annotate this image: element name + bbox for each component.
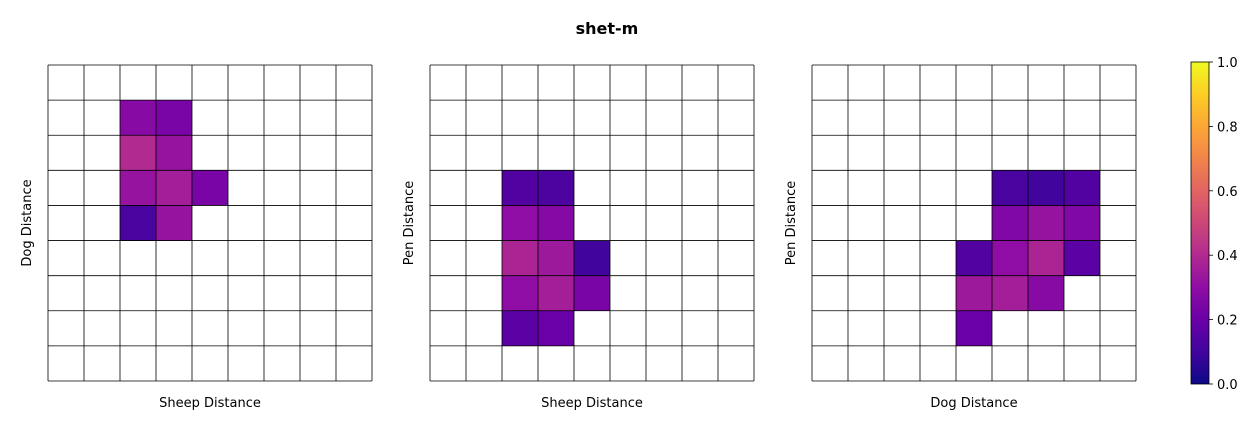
heatmap-cell: [956, 240, 992, 276]
heatmap-cell: [574, 240, 610, 276]
heatmap-cell: [992, 205, 1028, 241]
heatmap-cell: [1064, 240, 1100, 276]
heatmap-cell: [1064, 205, 1100, 241]
heatmap-cell: [992, 170, 1028, 206]
heatmap-cell: [120, 205, 156, 241]
heatmap-cell: [538, 275, 574, 311]
chart-title: shet-m: [576, 19, 639, 38]
colorbar-tick-label: 0.8: [1217, 120, 1238, 135]
heatmap-cell: [156, 170, 192, 206]
heatmap-cell: [956, 275, 992, 311]
panel-1-ylabel: Dog Distance: [20, 179, 35, 266]
heatmap-cell: [192, 170, 228, 206]
heatmap-cell: [1064, 170, 1100, 206]
panel-2-ylabel: Pen Distance: [402, 181, 417, 266]
heatmap-cell: [502, 205, 538, 241]
heatmap-cell: [574, 275, 610, 311]
panel-3-xlabel: Dog Distance: [930, 396, 1017, 411]
heatmap-cell: [1028, 205, 1064, 241]
colorbar-tick-label: 0.6: [1217, 185, 1238, 200]
heatmap-cell: [956, 310, 992, 346]
heatmap-cell: [120, 170, 156, 206]
heatmap-cell: [538, 205, 574, 241]
heatmap-cell: [156, 205, 192, 241]
heatmap-cell: [502, 275, 538, 311]
heatmap-cell: [156, 100, 192, 136]
colorbar-tick-label: 0.4: [1217, 249, 1238, 264]
heatmap-panel-3: [811, 64, 1137, 382]
panel-2-xlabel: Sheep Distance: [541, 396, 643, 411]
panel-1-xlabel: Sheep Distance: [159, 396, 261, 411]
heatmap-cell: [502, 170, 538, 206]
colorbar-tick-label: 0.0: [1217, 378, 1238, 393]
heatmap-cell: [502, 240, 538, 276]
heatmap-cell: [538, 170, 574, 206]
heatmap-cell: [1028, 275, 1064, 311]
heatmap-cell: [1028, 170, 1064, 206]
heatmap-cell: [992, 240, 1028, 276]
heatmap-cell: [156, 135, 192, 171]
colorbar-tick-label: 0.2: [1217, 314, 1238, 329]
heatmap-cell: [538, 310, 574, 346]
heatmap-panel-1: [47, 64, 373, 382]
heatmap-cell: [1028, 240, 1064, 276]
colorbar-tick-label: 1.0: [1217, 56, 1238, 71]
heatmap-panel-2: [429, 64, 755, 382]
heatmap-cell: [502, 310, 538, 346]
heatmap-cell: [992, 275, 1028, 311]
colorbar: 0.0 0.2 0.4 0.6 0.8 1.0: [1190, 56, 1238, 393]
heatmap-cell: [120, 100, 156, 136]
colorbar-gradient: [1190, 61, 1210, 385]
panel-3-ylabel: Pen Distance: [784, 181, 799, 266]
heatmap-cell: [120, 135, 156, 171]
heatmap-cell: [538, 240, 574, 276]
